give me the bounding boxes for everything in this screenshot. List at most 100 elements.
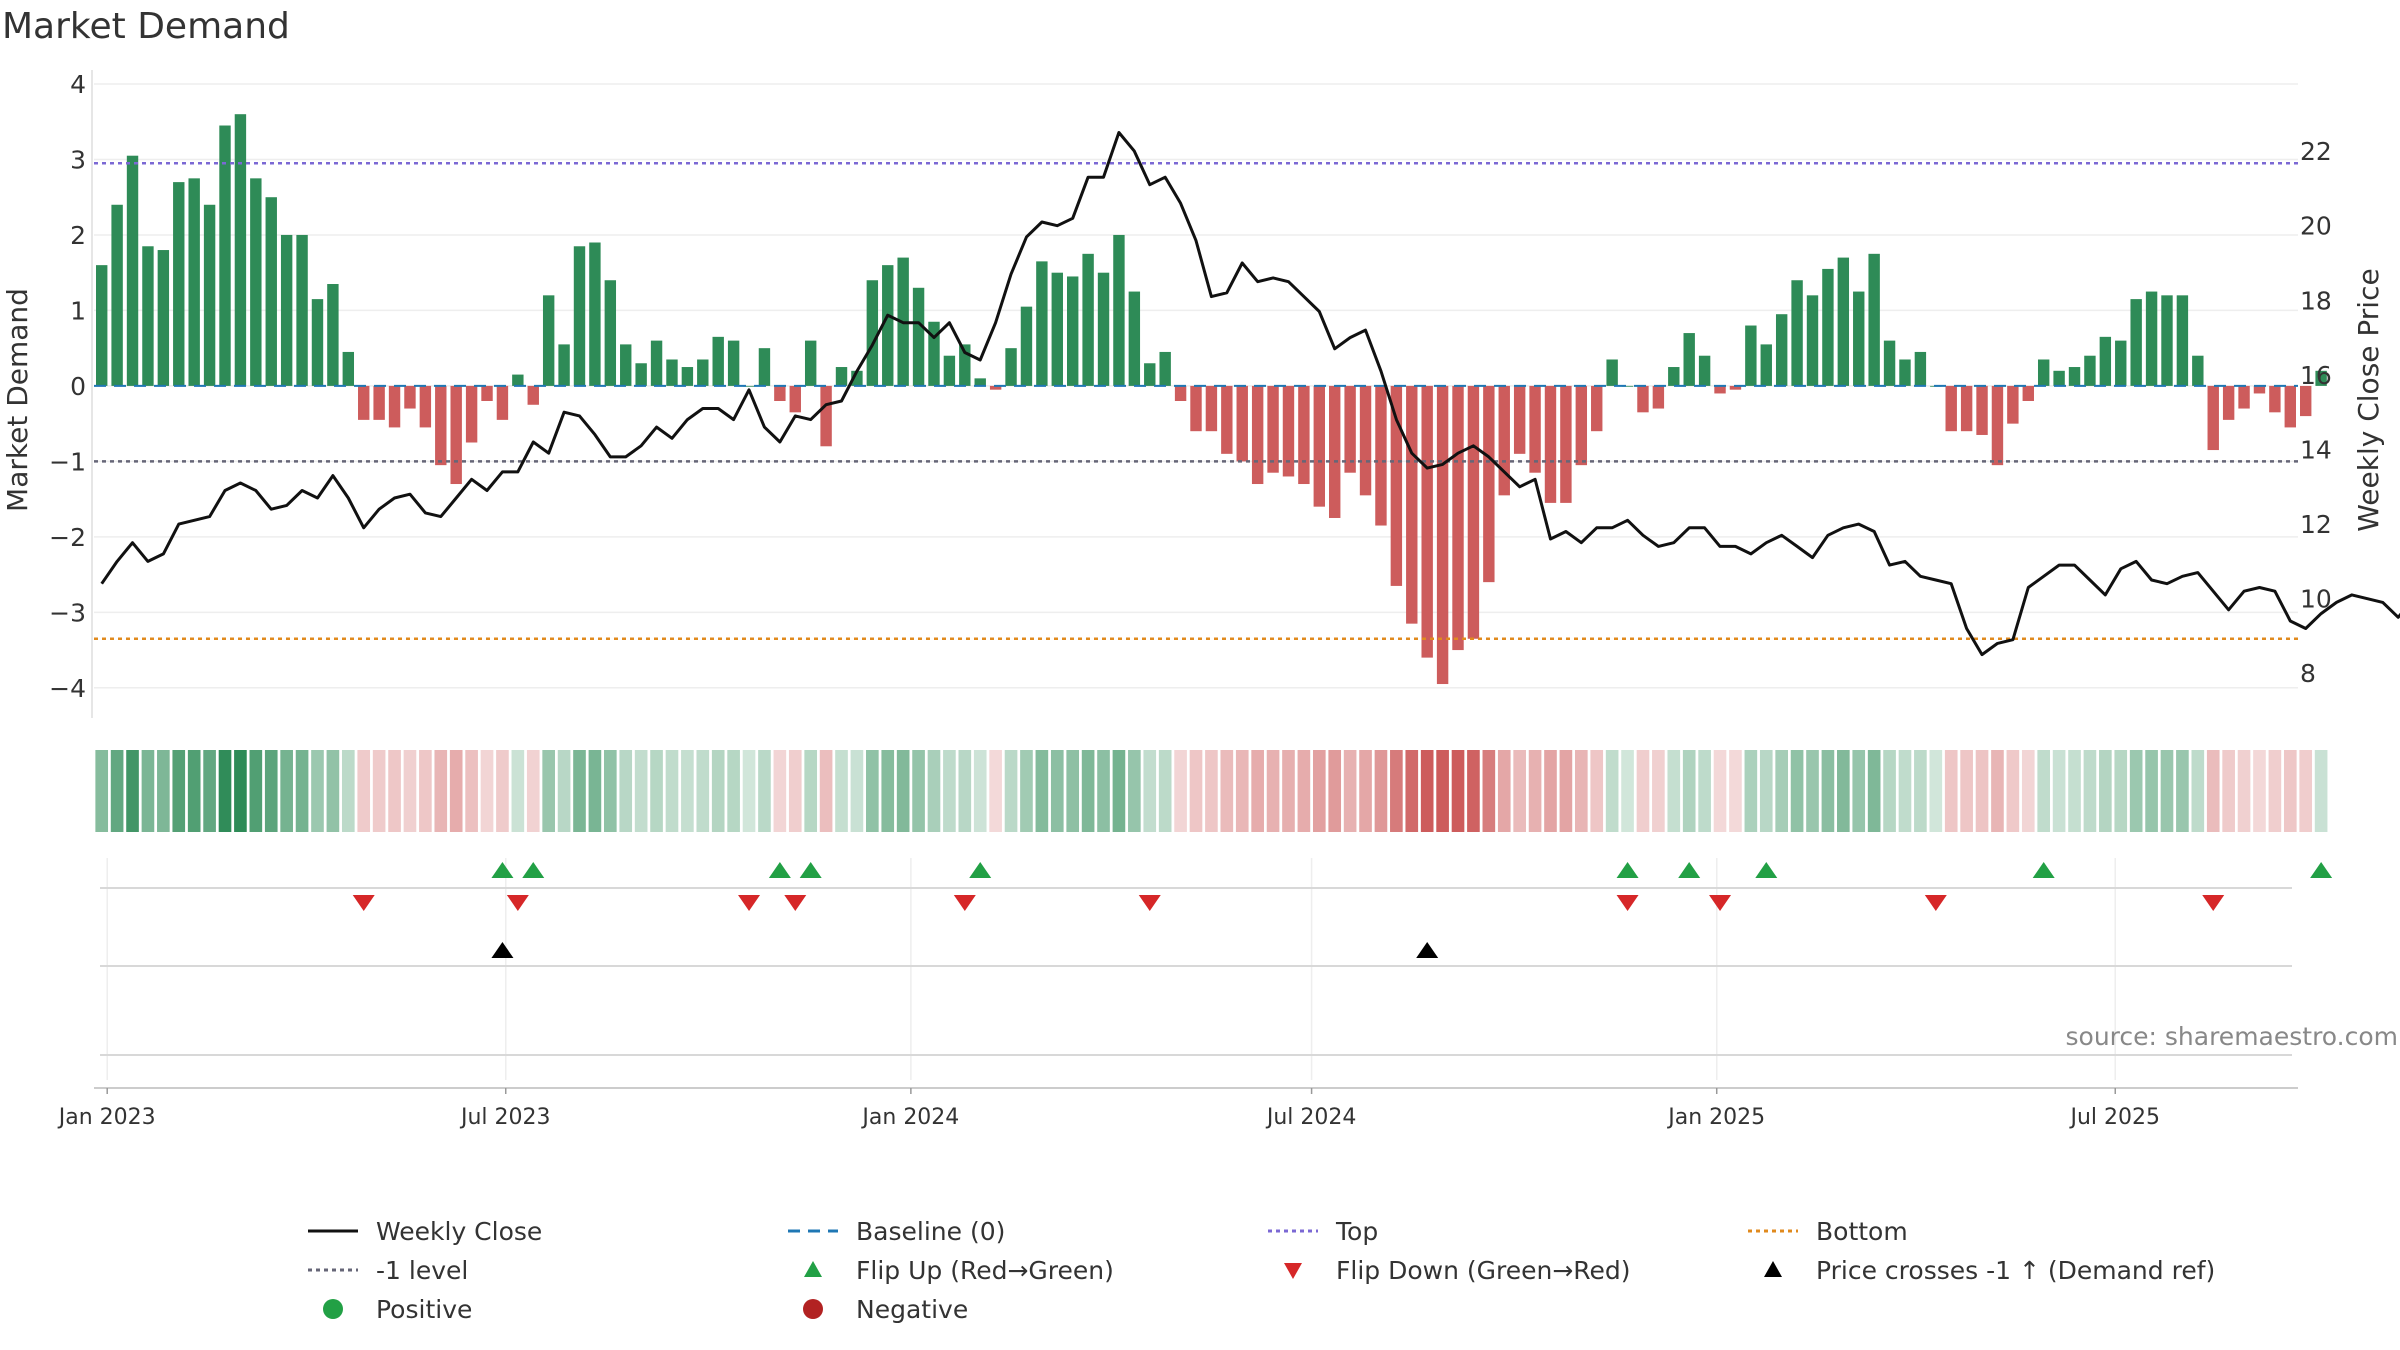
- flip-down-marker: [352, 895, 375, 911]
- heat-cell-positive: [141, 750, 155, 832]
- negative-bar: [789, 385, 801, 413]
- positive-bar: [697, 359, 709, 386]
- heat-cell-positive: [1050, 750, 1064, 832]
- heat-cell-positive: [958, 750, 972, 832]
- negative-bar: [2253, 385, 2266, 394]
- heat-cell-positive: [1605, 750, 1619, 832]
- positive-bar: [111, 204, 123, 386]
- positive-bar: [851, 370, 863, 386]
- negative-bar: [774, 385, 786, 401]
- positive-bar: [1822, 268, 1834, 386]
- positive-bar: [804, 340, 817, 386]
- positive-bar: [1097, 272, 1110, 386]
- heat-cell-positive: [604, 750, 617, 832]
- positive-bar: [542, 295, 555, 386]
- legend-negative: Negative: [780, 1294, 1260, 1325]
- flip-down-marker: [1924, 895, 1947, 911]
- heat-cell-positive: [326, 750, 340, 832]
- heat-cell-positive: [1097, 750, 1110, 832]
- positive-bar: [250, 178, 262, 386]
- heat-cell-positive: [1867, 750, 1881, 832]
- heat-cell-positive: [2037, 750, 2051, 832]
- negative-bar: [1329, 385, 1341, 518]
- heat-cell-negative: [773, 750, 787, 832]
- flip-down-marker: [1138, 895, 1161, 911]
- heat-cell-negative: [1420, 750, 1434, 832]
- heat-cell-negative: [419, 750, 432, 832]
- weekly-close-line: [100, 131, 2400, 657]
- heat-cell-positive: [634, 750, 648, 832]
- x-tick-label: Jan 2023: [57, 1105, 156, 1130]
- positive-bar: [912, 287, 925, 386]
- heat-cell-positive: [1081, 750, 1095, 832]
- x-tick-label: Jul 2024: [1265, 1105, 1357, 1130]
- heat-cell-positive: [2114, 750, 2128, 832]
- legend-minus-one-swatch: [308, 1268, 358, 1272]
- legend-bottom: Bottom: [1740, 1216, 2260, 1247]
- heat-cell-negative: [1328, 750, 1342, 832]
- negative-bar: [1375, 385, 1387, 526]
- flip-down-marker: [2202, 895, 2225, 911]
- heat-cell-positive: [1158, 750, 1172, 832]
- flip-up-marker: [522, 862, 545, 878]
- heat-cell-positive: [157, 750, 170, 832]
- heat-cell-negative: [1390, 750, 1403, 832]
- heat-cell-positive: [835, 750, 848, 832]
- positive-bar: [1113, 234, 1125, 386]
- heat-cell-positive: [1128, 750, 1141, 832]
- flip-up-marker: [799, 862, 822, 878]
- heat-cell-negative: [449, 750, 463, 832]
- heat-cell-positive: [172, 750, 186, 832]
- positive-bar: [188, 178, 200, 386]
- flip-down-marker: [953, 895, 976, 911]
- x-tick-label: Jan 2024: [860, 1105, 959, 1130]
- positive-bar: [1066, 276, 1079, 386]
- positive-bar: [558, 344, 570, 386]
- negative-bar: [1313, 385, 1326, 507]
- flip-down-marker: [1616, 895, 1639, 911]
- source-label: source: sharemaestro.com: [2065, 1022, 2399, 1051]
- heat-cell-positive: [2083, 750, 2097, 832]
- legend-flip-down-label: Flip Down (Green→Red): [1336, 1256, 1631, 1285]
- positive-bar: [743, 385, 755, 387]
- negative-bar: [1221, 385, 1233, 454]
- negative-bar: [2238, 385, 2250, 409]
- heat-cell-negative: [2206, 750, 2220, 832]
- negative-bar: [496, 385, 509, 420]
- heat-cell-negative: [1636, 750, 1650, 832]
- heat-cell-positive: [896, 750, 910, 832]
- heat-cell-positive: [881, 750, 895, 832]
- flip-down-marker: [738, 895, 761, 911]
- heat-cell-positive: [866, 750, 879, 832]
- y-tick-label: 3: [70, 145, 86, 174]
- negative-bar: [2269, 385, 2281, 413]
- flip-down-marker: [506, 895, 529, 911]
- negative-bar: [1406, 385, 1418, 624]
- positive-bar: [126, 155, 139, 386]
- positive-bar: [2145, 291, 2158, 386]
- negative-bar: [435, 385, 447, 466]
- heat-cell-positive: [927, 750, 941, 832]
- heat-cell-negative: [1359, 750, 1372, 832]
- negative-bar: [1575, 385, 1588, 466]
- heat-cell-negative: [2299, 750, 2313, 832]
- positive-bar: [2161, 295, 2173, 386]
- y-tick-label: 1: [70, 296, 86, 325]
- heat-cell-negative: [2253, 750, 2266, 832]
- y2-tick-label: 12: [2300, 510, 2332, 539]
- negative-bar: [1529, 385, 1541, 473]
- negative-bar: [1976, 385, 1988, 435]
- heat-cell-negative: [1235, 750, 1249, 832]
- heat-cell-positive: [557, 750, 571, 832]
- heat-cell-negative: [465, 750, 478, 832]
- heat-cell-negative: [1944, 750, 1958, 832]
- negative-bar: [2284, 385, 2296, 428]
- heat-cell-negative: [1975, 750, 1989, 832]
- legend-flip-up: Flip Up (Red→Green): [780, 1255, 1260, 1286]
- positive-bar: [280, 234, 293, 386]
- positive-bar: [974, 378, 986, 386]
- flip-up-marker: [1678, 862, 1701, 878]
- chart-title: Market Demand: [2, 6, 290, 47]
- heat-cell-positive: [264, 750, 278, 832]
